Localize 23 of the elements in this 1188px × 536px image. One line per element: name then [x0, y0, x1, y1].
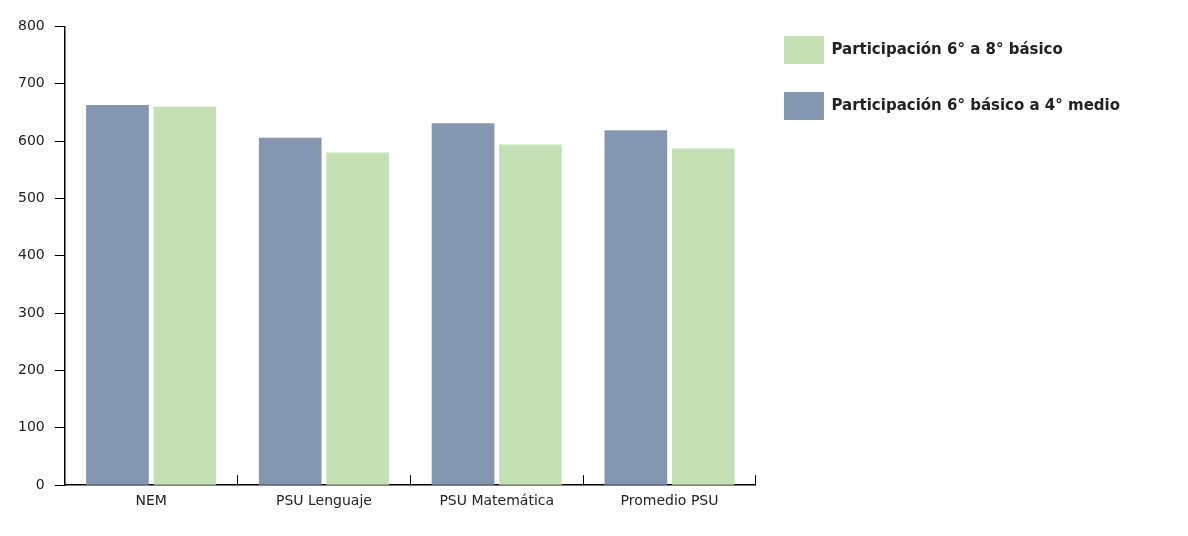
bar: [153, 106, 217, 485]
bar: [258, 137, 322, 485]
y-tick-label: 0: [35, 475, 45, 492]
y-tick-label: 300: [17, 303, 45, 320]
y-tick-label: 200: [17, 361, 45, 378]
x-tick-label: PSU Lenguaje: [275, 492, 372, 509]
bar: [326, 152, 389, 485]
bar: [671, 148, 735, 485]
bar: [604, 130, 668, 485]
legend-label: Participación 6° básico a 4° medio: [831, 95, 1121, 114]
y-tick-label: 500: [17, 189, 45, 206]
y-tick-label: 100: [17, 418, 45, 435]
x-tick-label: NEM: [135, 492, 167, 509]
legend-label: Participación 6° a 8° básico: [831, 39, 1063, 58]
y-tick-label: 600: [17, 131, 45, 148]
x-tick-label: PSU Matemática: [439, 492, 555, 509]
bar: [431, 123, 495, 485]
bar: [86, 104, 149, 485]
y-tick-label: 800: [17, 17, 45, 34]
y-tick-label: 400: [17, 246, 45, 263]
y-tick-label: 700: [17, 74, 45, 91]
bar: [499, 144, 562, 485]
x-tick-label: Promedio PSU: [620, 492, 719, 509]
